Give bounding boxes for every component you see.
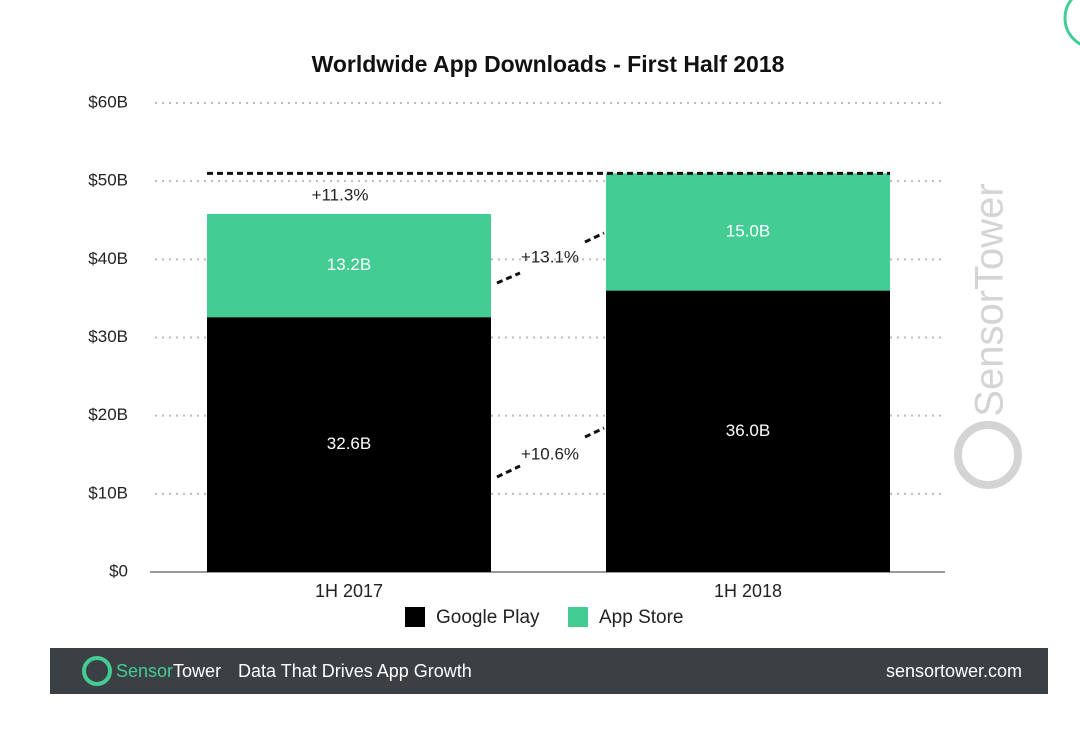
footer-url: sensortower.com bbox=[886, 661, 1022, 681]
brand-first: Sensor bbox=[116, 661, 173, 681]
y-tick-label: $40B bbox=[88, 249, 128, 268]
footer-bar bbox=[50, 648, 1048, 694]
connector bbox=[496, 271, 521, 285]
legend-swatch bbox=[568, 607, 588, 627]
value-label: 13.2B bbox=[327, 255, 371, 274]
bar-segment bbox=[606, 290, 890, 572]
legend-label: Google Play bbox=[436, 607, 540, 628]
annotation: +10.6% bbox=[521, 444, 579, 463]
x-tick-label: 1H 2018 bbox=[714, 581, 782, 601]
brand-second: Tower bbox=[173, 661, 221, 681]
value-label: 36.0B bbox=[726, 421, 770, 440]
watermark-logo bbox=[954, 421, 1022, 489]
footer-tagline: Data That Drives App Growth bbox=[238, 661, 472, 681]
y-tick-label: $60B bbox=[88, 92, 128, 111]
y-tick-label: $50B bbox=[88, 171, 128, 190]
footer-logo bbox=[82, 656, 112, 686]
y-tick-label: $20B bbox=[88, 405, 128, 424]
connector bbox=[496, 464, 521, 479]
bar-segment bbox=[207, 317, 491, 572]
connector bbox=[584, 231, 605, 244]
y-tick-label: $10B bbox=[88, 483, 128, 502]
legend-swatch bbox=[405, 607, 425, 627]
watermark: SensorTower bbox=[968, 183, 1012, 416]
y-tick-label: $0 bbox=[109, 561, 128, 580]
annotation: +13.1% bbox=[521, 247, 579, 266]
corner-badge bbox=[1063, 0, 1080, 46]
legend-label: App Store bbox=[599, 607, 684, 628]
value-label: 15.0B bbox=[726, 221, 770, 240]
x-tick-label: 1H 2017 bbox=[315, 581, 383, 601]
bar-segment bbox=[207, 213, 491, 318]
bar-segment bbox=[606, 173, 890, 291]
connector bbox=[584, 426, 605, 439]
footer-brand: SensorTower bbox=[116, 661, 221, 681]
chart-title: Worldwide App Downloads - First Half 201… bbox=[312, 51, 785, 77]
annotation: +11.3% bbox=[312, 185, 369, 204]
value-label: 32.6B bbox=[327, 434, 371, 453]
y-tick-label: $30B bbox=[88, 327, 128, 346]
